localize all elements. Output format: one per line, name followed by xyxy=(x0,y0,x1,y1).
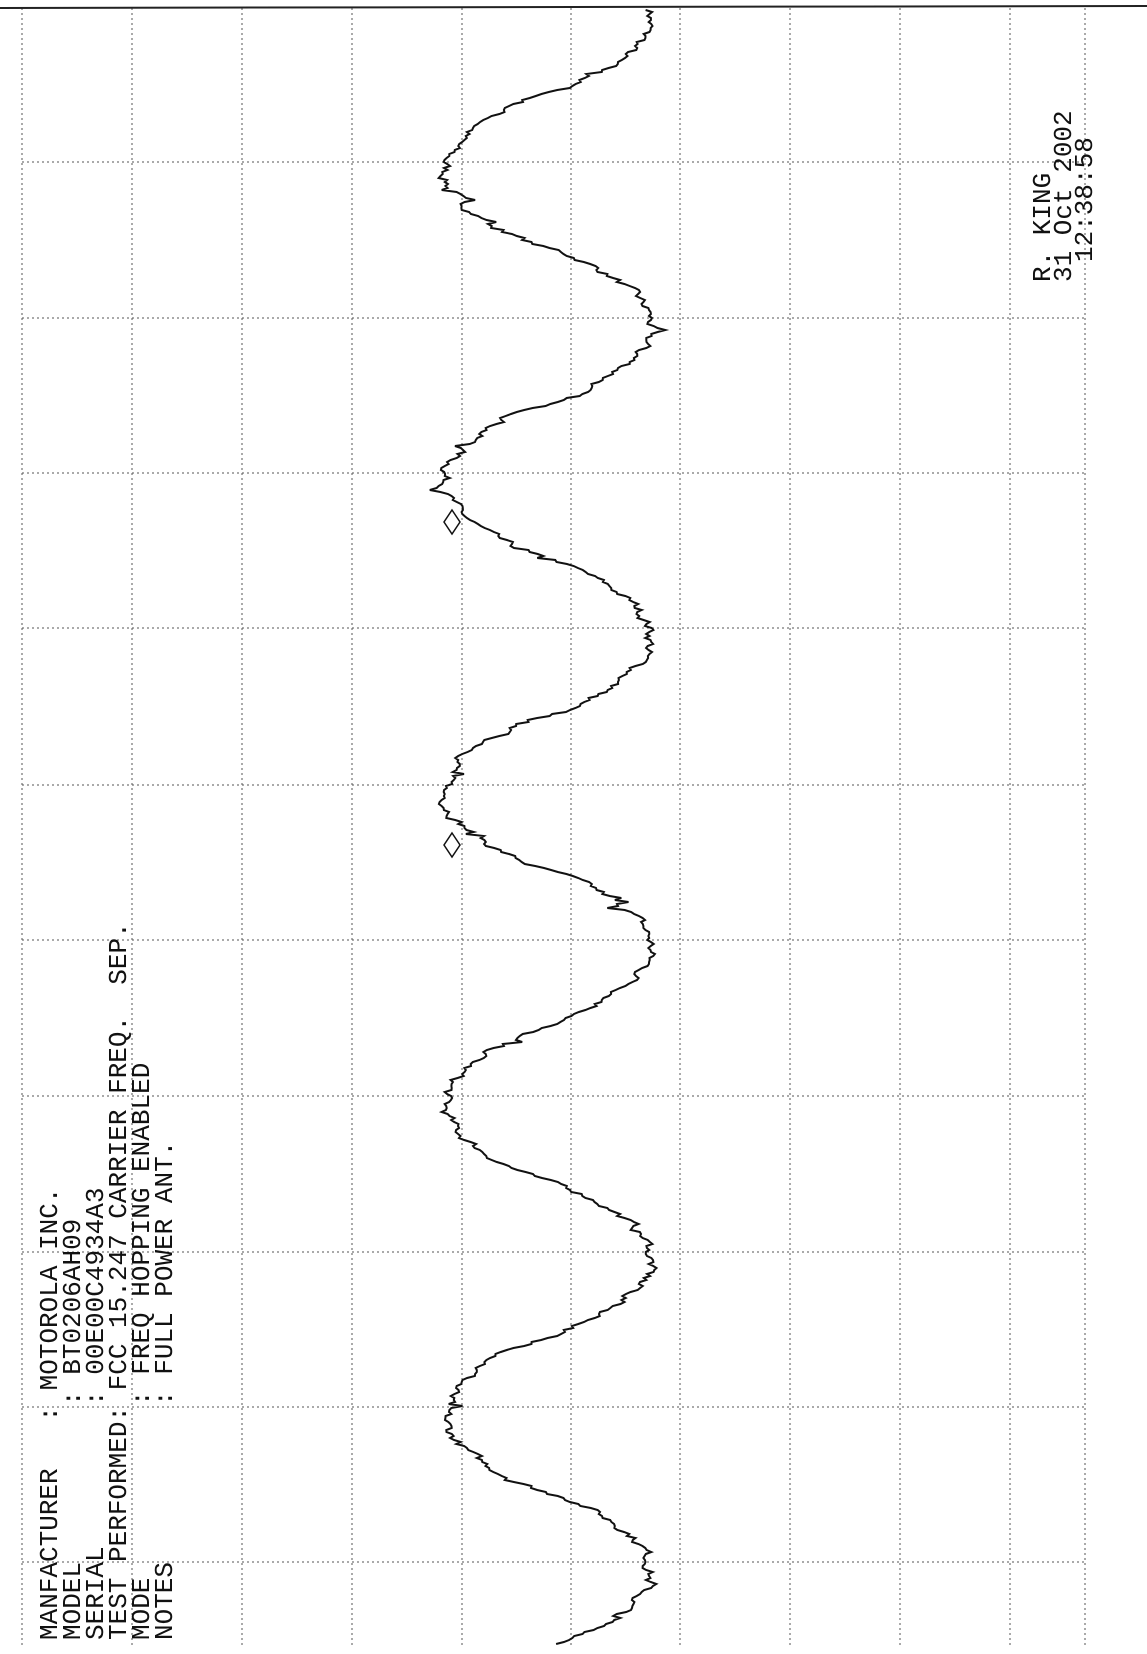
info-line: NOTES : FULL POWER ANT. xyxy=(150,1141,180,1640)
time: 12:38:58 xyxy=(1070,137,1100,262)
